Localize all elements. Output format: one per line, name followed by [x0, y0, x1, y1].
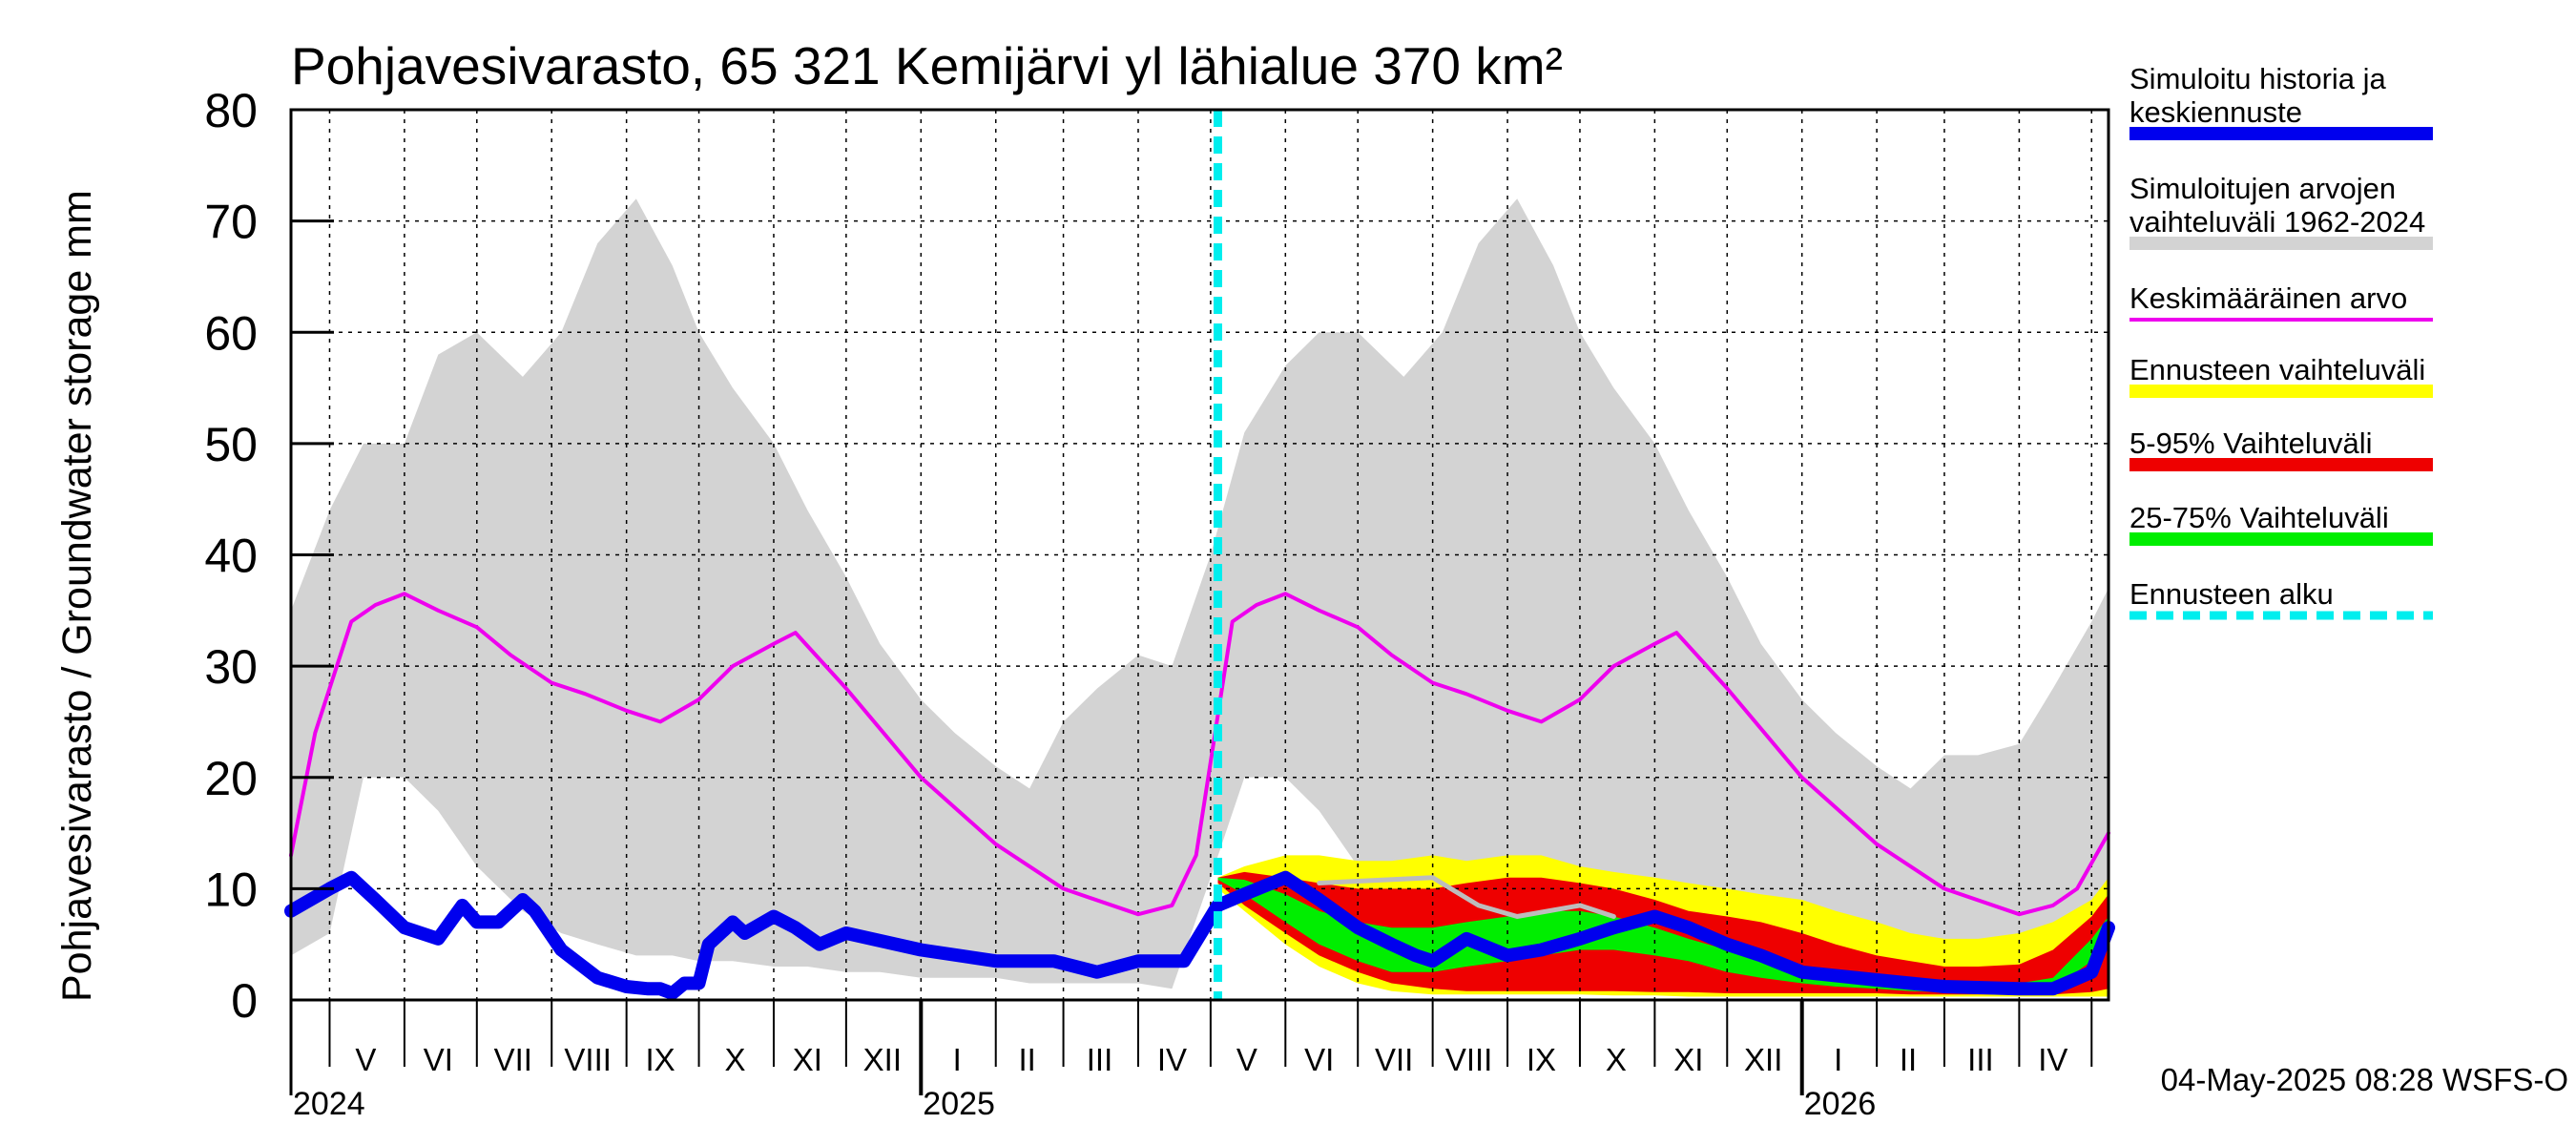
line-layer [284, 592, 2115, 1000]
band-layer [291, 198, 2109, 997]
x-month-label: III [1087, 1042, 1113, 1077]
x-month-label: XII [863, 1042, 902, 1077]
y-tick-label: 50 [204, 418, 258, 471]
x-month-label: I [1834, 1042, 1842, 1077]
timestamp: 04-May-2025 08:28 WSFS-O [2161, 1062, 2568, 1097]
legend-label: 5-95% Vaihteluväli [2129, 427, 2372, 460]
x-month-label: IV [1157, 1042, 1187, 1077]
x-month-label: II [1900, 1042, 1917, 1077]
x-month-label: VIII [564, 1042, 612, 1077]
x-month-label: I [953, 1042, 962, 1077]
x-month-label: XII [1744, 1042, 1782, 1077]
x-month-label: IX [645, 1042, 675, 1077]
band-simuloitujen-arvojen-vaihteluv-li-1962-2024 [291, 198, 2109, 989]
x-month-label: XI [1673, 1042, 1703, 1077]
series-line-grey-trace [1317, 875, 1616, 919]
series-line-keskim-r-inen-arvo [289, 592, 2110, 917]
chart-title: Pohjavesivarasto, 65 321 Kemijärvi yl lä… [291, 36, 1563, 95]
x-month-label: IV [2038, 1042, 2067, 1077]
x-month-label: IX [1527, 1042, 1556, 1077]
y-tick-label: 70 [204, 196, 258, 249]
legend-label: 25-75% Vaihteluväli [2129, 501, 2389, 534]
x-year-label: 2025 [923, 1086, 995, 1122]
x-month-label: III [1967, 1042, 1994, 1077]
x-month-label: VII [1375, 1042, 1413, 1077]
y-tick-label: 10 [204, 863, 258, 916]
legend-label: vaihteluväli 1962-2024 [2129, 205, 2425, 239]
series-line-simuloitu-historia-ja-keskiennuste [284, 870, 2115, 1000]
x-month-label: VI [1304, 1042, 1334, 1077]
x-year-label: 2026 [1804, 1086, 1877, 1122]
x-month-label: V [355, 1042, 376, 1077]
y-tick-label: 60 [204, 306, 258, 360]
legend-label: Keskimääräinen arvo [2129, 281, 2407, 315]
legend-label: Ennusteen vaihteluväli [2129, 353, 2425, 386]
x-month-label: XI [793, 1042, 822, 1077]
x-month-label: X [1606, 1042, 1627, 1077]
legend-label: keskiennuste [2129, 95, 2302, 129]
legend-label: Simuloitujen arvojen [2129, 172, 2396, 205]
x-month-label: VIII [1445, 1042, 1493, 1077]
x-month-label: VI [424, 1042, 453, 1077]
legend-label: Simuloitu historia ja [2129, 62, 2387, 95]
x-month-label: V [1236, 1042, 1257, 1077]
y-tick-label: 80 [204, 84, 258, 137]
y-axis-label: Pohjavesivarasto / Groundwater storage m… [54, 190, 100, 1002]
x-year-label: 2024 [293, 1086, 365, 1122]
x-month-label: X [724, 1042, 745, 1077]
y-tick-label: 20 [204, 752, 258, 805]
y-tick-label: 0 [231, 974, 258, 1028]
x-month-label: II [1018, 1042, 1035, 1077]
legend-label: Ennusteen alku [2129, 577, 2334, 611]
grid-layer [291, 110, 2109, 1000]
y-tick-label: 30 [204, 640, 258, 694]
y-tick-label: 40 [204, 530, 258, 583]
x-month-label: VII [494, 1042, 532, 1077]
